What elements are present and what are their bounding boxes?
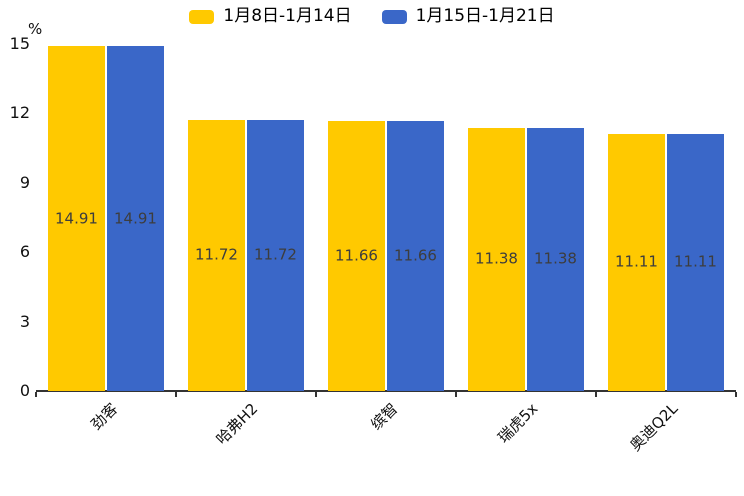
y-axis-tick-label: 12 bbox=[9, 103, 30, 123]
bar-value-label: 11.72 bbox=[195, 245, 238, 264]
chart-legend: 1月8日-1月14日 1月15日-1月21日 bbox=[0, 8, 744, 25]
bar-series1-哈弗H2: 11.72 bbox=[188, 119, 245, 391]
legend-item-1[interactable]: 1月8日-1月14日 bbox=[189, 6, 352, 26]
x-axis-category-label: 奥迪Q2L bbox=[626, 399, 682, 455]
x-axis-tick bbox=[735, 392, 737, 397]
x-axis-tick bbox=[595, 392, 597, 397]
x-axis-tick bbox=[315, 392, 317, 397]
bar-series2-缤智: 11.66 bbox=[387, 121, 444, 391]
y-axis-tick-label: 0 bbox=[19, 381, 30, 400]
x-axis-tick bbox=[175, 392, 177, 397]
legend-label: 1月15日-1月21日 bbox=[415, 6, 555, 26]
bar-value-label: 11.66 bbox=[335, 246, 378, 265]
legend-item-2[interactable]: 1月15日-1月21日 bbox=[381, 6, 555, 26]
x-axis-line bbox=[36, 390, 736, 392]
bar-series2-奥迪Q2L: 11.11 bbox=[667, 133, 724, 391]
bar-value-label: 11.38 bbox=[475, 249, 518, 268]
y-axis-tick-label: 15 bbox=[9, 34, 30, 53]
bar-series1-劲客: 14.91 bbox=[48, 46, 105, 391]
legend-swatch-icon bbox=[189, 9, 215, 24]
bar-value-label: 14.91 bbox=[114, 209, 157, 228]
bar-value-label: 11.38 bbox=[534, 249, 577, 268]
x-axis-category-label: 劲客 bbox=[87, 399, 122, 434]
legend-label: 1月8日-1月14日 bbox=[223, 6, 352, 26]
bar-value-label: 11.66 bbox=[394, 246, 437, 265]
bar-series2-劲客: 14.91 bbox=[107, 46, 164, 391]
bar-value-label: 14.91 bbox=[55, 209, 98, 228]
x-axis-category-label: 哈弗H2 bbox=[212, 399, 262, 449]
x-axis-tick bbox=[35, 392, 37, 397]
bar-series1-瑞虎5x: 11.38 bbox=[468, 127, 525, 391]
y-axis-unit-label: % bbox=[28, 20, 43, 38]
x-axis-tick bbox=[455, 392, 457, 397]
y-axis-tick-label: 9 bbox=[19, 172, 30, 192]
bar-value-label: 11.11 bbox=[615, 252, 658, 271]
bar-value-label: 11.11 bbox=[674, 252, 717, 271]
bar-series2-哈弗H2: 11.72 bbox=[247, 119, 304, 391]
x-axis-category-label: 缤智 bbox=[367, 399, 402, 434]
legend-swatch-icon bbox=[381, 9, 407, 24]
x-axis-category-label: 瑞虎5x bbox=[494, 399, 542, 447]
bar-series2-瑞虎5x: 11.38 bbox=[527, 127, 584, 391]
bar-value-label: 11.72 bbox=[254, 245, 297, 264]
y-axis-tick-label: 3 bbox=[19, 311, 30, 331]
bar-series1-缤智: 11.66 bbox=[328, 121, 385, 391]
y-axis-tick-label: 6 bbox=[19, 242, 30, 262]
bar-series1-奥迪Q2L: 11.11 bbox=[608, 133, 665, 391]
